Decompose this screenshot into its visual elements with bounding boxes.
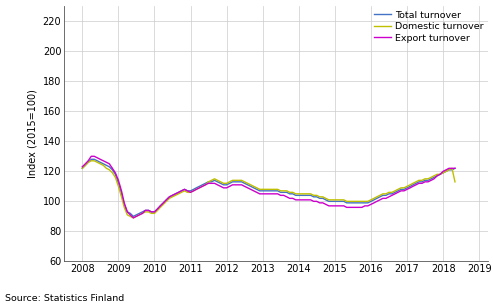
Line: Total turnover: Total turnover [82, 159, 455, 216]
Y-axis label: Index (2015=100): Index (2015=100) [27, 89, 37, 178]
Line: Domestic turnover: Domestic turnover [82, 161, 455, 218]
Text: Source: Statistics Finland: Source: Statistics Finland [5, 294, 124, 303]
Legend: Total turnover, Domestic turnover, Export turnover: Total turnover, Domestic turnover, Expor… [374, 11, 483, 43]
Line: Export turnover: Export turnover [82, 156, 455, 218]
